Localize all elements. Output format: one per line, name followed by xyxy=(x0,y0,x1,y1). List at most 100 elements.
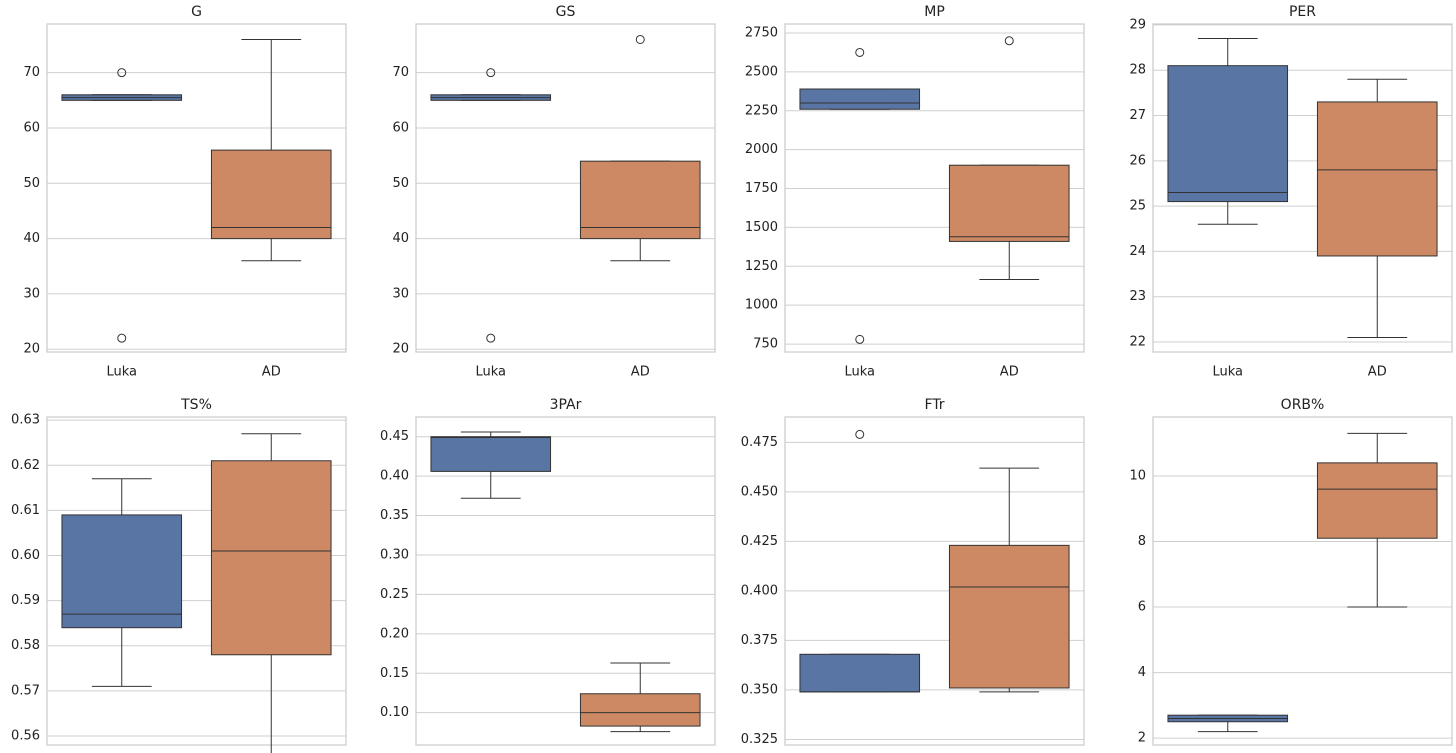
y-tick-label: 2750 xyxy=(745,26,778,41)
x-tick-label: Luka xyxy=(844,365,875,380)
y-tick-label: 60 xyxy=(392,120,409,135)
flier xyxy=(855,334,865,344)
y-tick-label: 30 xyxy=(23,286,40,301)
y-tick-label: 0.62 xyxy=(11,458,40,473)
y-tick-label: 50 xyxy=(23,176,40,191)
y-tick-label: 2500 xyxy=(745,64,778,79)
box xyxy=(948,164,1070,242)
y-tick-label: 29 xyxy=(1129,17,1146,32)
x-tick-label: Luka xyxy=(106,365,137,380)
y-tick-label: 1750 xyxy=(745,181,778,196)
box xyxy=(579,160,701,240)
y-tick-label: 1000 xyxy=(745,298,778,313)
subplot-title: 3PAr xyxy=(550,397,582,413)
x-tick-label: AD xyxy=(631,365,650,380)
axes-frame xyxy=(1152,23,1453,353)
y-tick-label: 0.40 xyxy=(380,469,409,484)
flier xyxy=(855,429,865,439)
axes-frame xyxy=(1152,416,1453,746)
flier xyxy=(486,68,496,78)
y-tick-label: 20 xyxy=(392,342,409,357)
box xyxy=(430,436,552,472)
y-tick-label: 0.61 xyxy=(11,503,40,518)
y-tick-label: 6 xyxy=(1138,600,1146,615)
subplot-title: MP xyxy=(924,4,945,20)
y-tick-label: 27 xyxy=(1129,108,1146,123)
flier xyxy=(486,333,496,343)
y-tick-label: 0.400 xyxy=(741,583,778,598)
box xyxy=(948,544,1070,689)
y-tick-label: 0.10 xyxy=(380,705,409,720)
axes-frame xyxy=(784,416,1085,746)
y-tick-label: 2 xyxy=(1138,731,1146,746)
y-tick-label: 0.63 xyxy=(11,413,40,428)
x-tick-label: Luka xyxy=(475,365,506,380)
y-tick-label: 20 xyxy=(23,342,40,357)
axes-frame xyxy=(46,416,347,746)
y-tick-label: 23 xyxy=(1129,289,1146,304)
y-tick-label: 8 xyxy=(1138,534,1146,549)
box xyxy=(1316,462,1438,539)
box xyxy=(799,653,921,693)
y-tick-label: 0.56 xyxy=(11,728,40,743)
flier xyxy=(635,34,645,44)
box xyxy=(210,149,332,240)
y-tick-label: 50 xyxy=(392,176,409,191)
subplot-title: ORB% xyxy=(1281,397,1325,413)
box xyxy=(579,693,701,727)
box xyxy=(1316,101,1438,257)
y-tick-label: 26 xyxy=(1129,153,1146,168)
y-tick-label: 0.57 xyxy=(11,683,40,698)
subplot-title: G xyxy=(191,4,202,20)
y-tick-label: 0.45 xyxy=(380,429,409,444)
box xyxy=(61,514,183,629)
y-tick-label: 0.58 xyxy=(11,638,40,653)
x-tick-label: Luka xyxy=(1212,365,1243,380)
y-tick-label: 0.20 xyxy=(380,626,409,641)
x-tick-label: AD xyxy=(1368,365,1387,380)
y-tick-label: 2000 xyxy=(745,142,778,157)
y-tick-label: 0.475 xyxy=(741,435,778,450)
y-tick-label: 24 xyxy=(1129,244,1146,259)
box xyxy=(210,460,332,656)
y-tick-label: 70 xyxy=(392,65,409,80)
axes-frame xyxy=(784,23,1085,353)
x-tick-label: AD xyxy=(262,365,281,380)
y-tick-label: 0.15 xyxy=(380,666,409,681)
y-tick-label: 1250 xyxy=(745,259,778,274)
flier xyxy=(117,333,127,343)
y-tick-label: 0.59 xyxy=(11,593,40,608)
flier xyxy=(1004,36,1014,46)
axes-frame xyxy=(415,23,716,353)
y-tick-label: 60 xyxy=(23,120,40,135)
y-tick-label: 40 xyxy=(23,231,40,246)
subplot-title: FTr xyxy=(924,397,944,413)
y-tick-label: 0.35 xyxy=(380,508,409,523)
y-tick-label: 40 xyxy=(392,231,409,246)
x-tick-label: AD xyxy=(1000,365,1019,380)
y-tick-label: 70 xyxy=(23,65,40,80)
axes-frame xyxy=(415,416,716,746)
y-tick-label: 0.325 xyxy=(741,732,778,747)
subplot-title: PER xyxy=(1289,4,1316,20)
flier xyxy=(117,68,127,78)
y-tick-label: 30 xyxy=(392,286,409,301)
y-tick-label: 750 xyxy=(753,337,778,352)
subplot-title: GS xyxy=(556,4,576,20)
y-tick-label: 1500 xyxy=(745,220,778,235)
y-tick-label: 10 xyxy=(1129,468,1146,483)
axes-frame xyxy=(46,23,347,353)
y-tick-label: 25 xyxy=(1129,199,1146,214)
y-tick-label: 0.60 xyxy=(11,548,40,563)
y-tick-label: 22 xyxy=(1129,335,1146,350)
y-tick-label: 0.30 xyxy=(380,547,409,562)
y-tick-label: 0.425 xyxy=(741,534,778,549)
box xyxy=(1167,65,1289,203)
y-tick-label: 0.375 xyxy=(741,633,778,648)
y-tick-label: 0.450 xyxy=(741,484,778,499)
subplot-title: TS% xyxy=(180,397,212,413)
y-tick-label: 4 xyxy=(1138,665,1146,680)
y-tick-label: 2250 xyxy=(745,103,778,118)
y-tick-label: 0.350 xyxy=(741,682,778,697)
